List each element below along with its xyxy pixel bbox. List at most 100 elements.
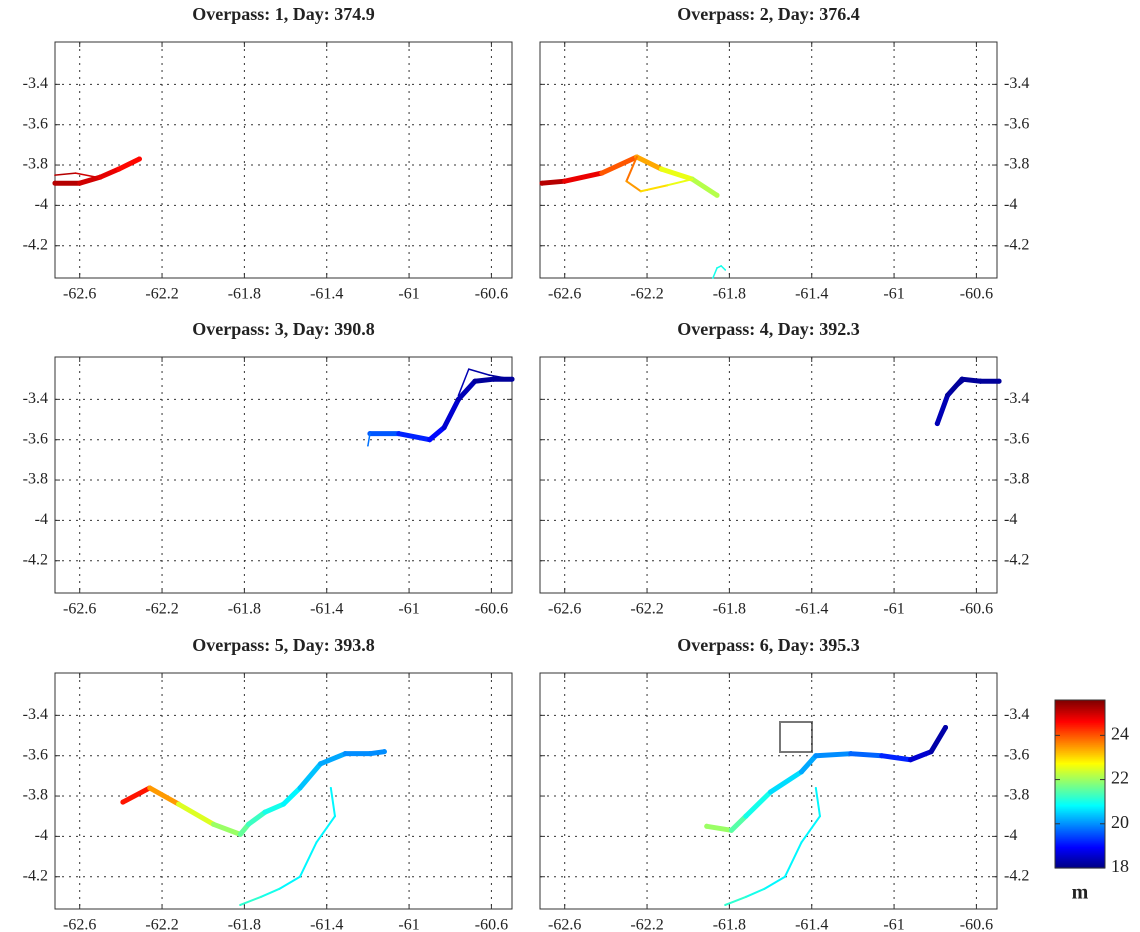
river-segment: [539, 178, 568, 186]
x-tick-label: -61.4: [795, 917, 828, 932]
x-tick-label: -60.6: [960, 601, 993, 618]
river-vertex: [963, 380, 965, 382]
river-segment: [211, 821, 243, 837]
y-tick-label: -4.2: [23, 551, 48, 568]
y-tick-label: -4.2: [1004, 551, 1029, 568]
panel-title: Overpass: 4, Day: 392.3: [677, 319, 860, 339]
y-tick-label: -3.4: [23, 706, 48, 723]
river-segment: [315, 815, 336, 844]
y-tick-label: -4: [35, 511, 48, 528]
colorbar-swatch: [1055, 720, 1105, 723]
colorbar-swatch: [1055, 712, 1105, 715]
plot-frame: [539, 356, 998, 594]
colorbar-swatch: [1055, 790, 1105, 793]
colorbar-swatch: [1055, 804, 1105, 807]
colorbar-swatch: [1055, 788, 1105, 791]
colorbar-swatch: [1055, 766, 1105, 769]
y-tick-label: -3.4: [23, 75, 48, 92]
colorbar-swatch: [1055, 758, 1105, 761]
river-segment: [800, 815, 821, 844]
panel-title: Overpass: 1, Day: 374.9: [192, 4, 375, 24]
colorbar-swatch: [1055, 778, 1105, 781]
y-tick-label: -3.6: [1004, 115, 1029, 132]
river-segment: [689, 176, 720, 198]
river-segment: [468, 368, 491, 376]
y-tick-label: -4.2: [1004, 236, 1029, 253]
river-segment: [562, 170, 605, 184]
river-vertex: [943, 724, 949, 730]
colorbar-swatch: [1055, 806, 1105, 809]
colorbar-swatch: [1055, 750, 1105, 753]
river-segment: [176, 801, 217, 827]
colorbar-swatch: [1055, 736, 1105, 739]
plot-frame: [539, 41, 998, 279]
river-vertex: [724, 269, 727, 271]
colorbar-swatch: [1055, 844, 1105, 847]
colorbar-swatch: [1055, 702, 1105, 705]
colorbar-swatch: [1055, 752, 1105, 755]
x-tick-label: -62.2: [145, 286, 178, 303]
river-segment: [716, 265, 722, 269]
panel-title: Overpass: 2, Day: 376.4: [677, 4, 860, 24]
x-tick-label: -61.8: [228, 286, 261, 303]
x-tick-label: -61.8: [713, 601, 746, 618]
river-segment: [298, 841, 318, 878]
colorbar-swatch: [1055, 708, 1105, 711]
colorbar-swatch: [1055, 734, 1105, 737]
x-tick-label: -62.6: [63, 601, 96, 618]
river-vertex: [369, 432, 371, 435]
river-segment: [658, 166, 695, 182]
x-tick-label: -62.6: [548, 286, 581, 303]
river-segment: [488, 374, 513, 380]
y-tick-label: -3.4: [1004, 390, 1029, 407]
colorbar-swatch: [1055, 848, 1105, 851]
river-segment: [262, 801, 286, 815]
y-tick-label: -4: [35, 196, 48, 213]
colorbar-swatch: [1055, 726, 1105, 729]
river-vertex: [724, 903, 727, 906]
y-tick-label: -4: [1004, 511, 1017, 528]
colorbar-swatch: [1055, 792, 1105, 795]
colorbar-swatch: [1055, 820, 1105, 823]
x-tick-label: -61.4: [310, 286, 343, 303]
river-segment: [147, 785, 182, 807]
river-segment: [879, 753, 914, 763]
river-vertex: [239, 903, 242, 906]
river-vertex: [381, 749, 387, 755]
x-tick-label: -61.8: [713, 917, 746, 932]
y-tick-label: -4: [35, 827, 48, 844]
colorbar-swatch: [1055, 850, 1105, 853]
x-tick-label: -60.6: [960, 286, 993, 303]
river-segment: [472, 376, 496, 384]
colorbar-swatch: [1055, 774, 1105, 777]
y-tick-label: -4: [1004, 827, 1017, 844]
colorbar-swatch: [1055, 724, 1105, 727]
y-tick-label: -4: [1004, 196, 1017, 213]
river-segment: [938, 390, 953, 415]
colorbar-swatch: [1055, 864, 1105, 867]
x-tick-label: -61: [398, 286, 419, 303]
colorbar-swatch: [1055, 846, 1105, 849]
colorbar-swatch: [1055, 814, 1105, 817]
y-tick-label: -4.2: [23, 236, 48, 253]
river-segment: [457, 368, 470, 397]
colorbar-swatch: [1055, 748, 1105, 751]
colorbar-swatch: [1055, 808, 1105, 811]
colorbar-swatch: [1055, 764, 1105, 767]
x-tick-label: -62.2: [630, 286, 663, 303]
colorbar-swatch: [1055, 816, 1105, 819]
colorbar-swatch: [1055, 740, 1105, 743]
river-segment: [74, 172, 97, 178]
x-tick-label: -61.8: [228, 917, 261, 932]
colorbar-tick-label: 18: [1111, 856, 1129, 876]
colorbar-swatch: [1055, 732, 1105, 735]
y-tick-label: -3.8: [1004, 471, 1029, 488]
y-tick-label: -3.6: [23, 430, 48, 447]
y-tick-label: -3.8: [1004, 156, 1029, 173]
x-tick-label: -61: [398, 917, 419, 932]
river-segment: [639, 184, 669, 193]
y-tick-label: -3.6: [23, 115, 48, 132]
river-segment: [318, 751, 348, 767]
x-tick-label: -62.2: [145, 917, 178, 932]
y-tick-label: -4.2: [23, 867, 48, 884]
